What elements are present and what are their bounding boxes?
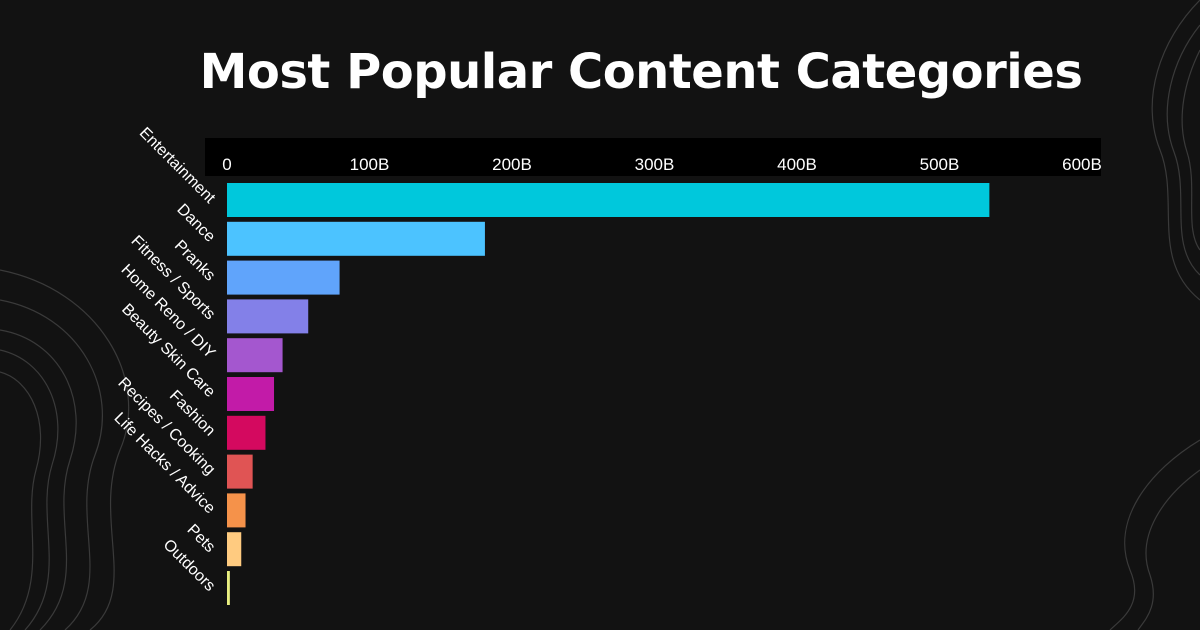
bar-pets [227, 532, 242, 567]
bars [227, 183, 990, 605]
x-tick-label: 300B [635, 155, 675, 174]
axis-band [205, 138, 1101, 176]
x-tick-label: 500B [920, 155, 960, 174]
bar-beauty-skin-care [227, 377, 275, 411]
x-tick-label: 0 [222, 155, 231, 174]
x-tick-label: 600B [1062, 155, 1102, 174]
bar-outdoors [227, 571, 230, 605]
bar-home-reno-diy [227, 338, 283, 373]
x-tick-label: 400B [777, 155, 817, 174]
category-label: Pets [184, 521, 219, 556]
x-axis-ticks: 0 100B 200B 300B 400B 500B 600B [222, 155, 1102, 174]
bar-fitness-sports [227, 299, 309, 334]
bar-recipes-cooking [227, 454, 253, 489]
bar-life-hacks-advice [227, 493, 246, 528]
bar-dance [227, 221, 485, 256]
bar-entertainment [227, 183, 990, 217]
bar-fashion [227, 415, 266, 450]
bar-pranks [227, 260, 340, 295]
x-tick-label: 100B [350, 155, 390, 174]
x-tick-label: 200B [492, 155, 532, 174]
chart-title: Most Popular Content Categories [199, 44, 1083, 100]
